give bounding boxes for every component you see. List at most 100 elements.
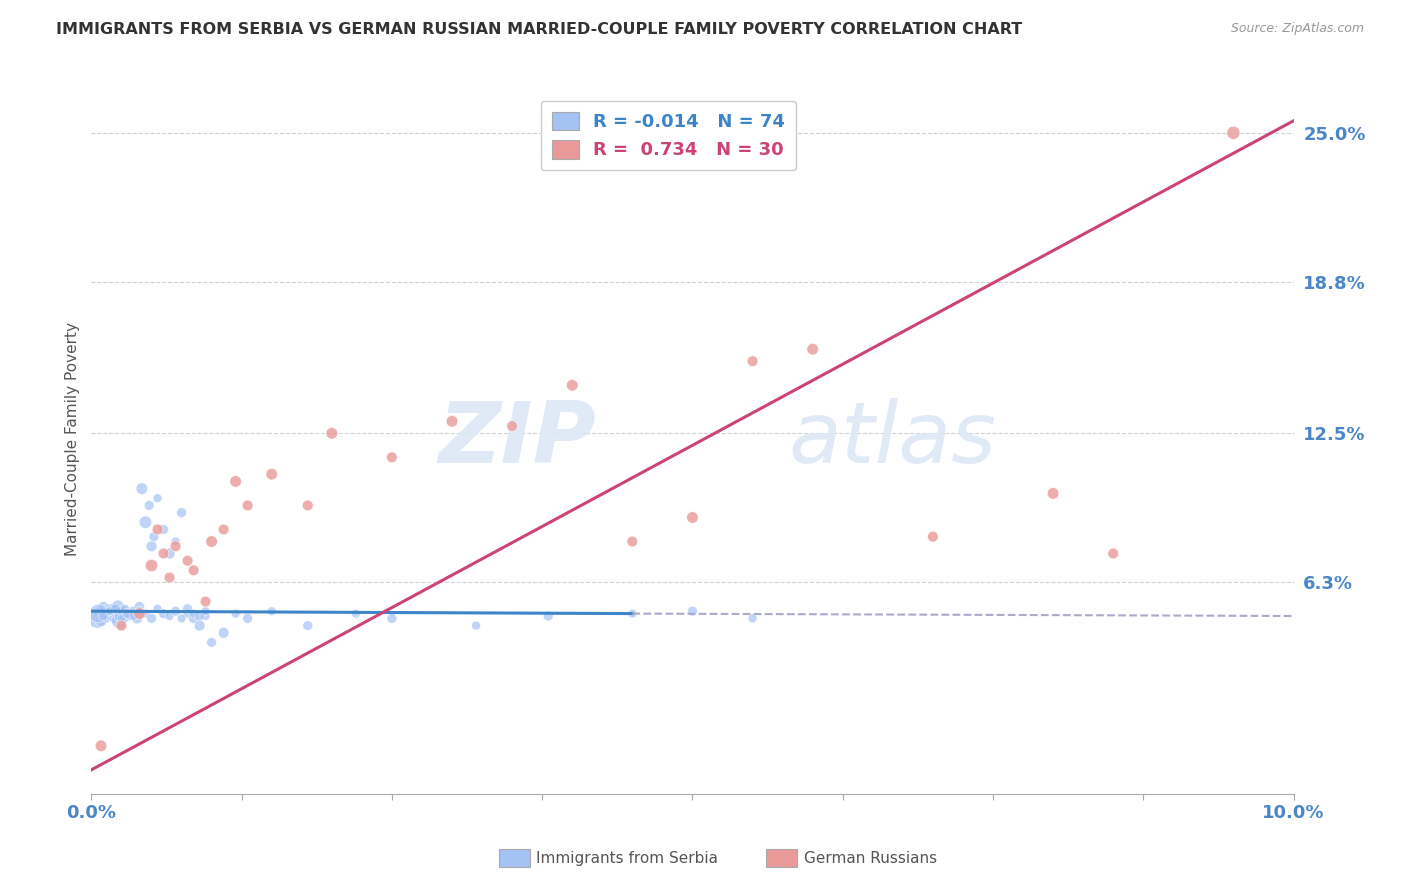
Point — [159, 609, 181, 624]
Point — [138, 499, 160, 513]
Point — [110, 609, 132, 624]
Point — [128, 599, 150, 614]
Point — [170, 611, 193, 625]
Point — [188, 609, 211, 624]
Point — [146, 523, 169, 537]
Point — [212, 625, 235, 640]
Point — [537, 609, 560, 624]
Point — [131, 482, 153, 496]
Point — [465, 618, 488, 632]
Point — [159, 547, 181, 561]
Point — [141, 558, 163, 573]
Point — [87, 607, 110, 621]
Point — [104, 601, 127, 615]
Point — [107, 599, 129, 614]
Point — [97, 601, 120, 615]
Point — [183, 607, 205, 621]
Text: Immigrants from Serbia: Immigrants from Serbia — [536, 851, 717, 865]
Point — [104, 604, 127, 618]
Text: German Russians: German Russians — [804, 851, 938, 865]
Y-axis label: Married-Couple Family Poverty: Married-Couple Family Poverty — [65, 322, 80, 557]
Point — [1042, 486, 1064, 500]
Point — [176, 607, 198, 621]
Point — [176, 601, 198, 615]
Point — [103, 611, 125, 625]
Point — [112, 611, 135, 625]
Point — [194, 609, 217, 624]
Point — [93, 609, 115, 624]
Point — [101, 601, 124, 615]
Point — [194, 594, 217, 608]
Point — [122, 604, 145, 618]
Point — [621, 534, 644, 549]
Point — [90, 739, 112, 753]
Point — [225, 475, 247, 489]
Point — [212, 523, 235, 537]
Point — [117, 607, 139, 621]
Point — [125, 611, 148, 625]
Point — [152, 607, 174, 621]
Point — [141, 611, 163, 625]
Point — [110, 618, 132, 632]
Point — [236, 611, 259, 625]
Point — [194, 604, 217, 618]
Point — [117, 607, 139, 621]
Text: IMMIGRANTS FROM SERBIA VS GERMAN RUSSIAN MARRIED-COUPLE FAMILY POVERTY CORRELATI: IMMIGRANTS FROM SERBIA VS GERMAN RUSSIAN… — [56, 22, 1022, 37]
Point — [381, 611, 404, 625]
Point — [134, 607, 156, 621]
Point — [90, 614, 112, 628]
Point — [128, 607, 150, 621]
Point — [201, 635, 224, 649]
Point — [114, 601, 136, 615]
Point — [110, 611, 132, 625]
Legend: R = -0.014   N = 74, R =  0.734   N = 30: R = -0.014 N = 74, R = 0.734 N = 30 — [541, 101, 796, 170]
Point — [165, 604, 187, 618]
Point — [922, 530, 945, 544]
Point — [681, 510, 703, 524]
Point — [176, 554, 198, 568]
Point — [105, 609, 128, 624]
Point — [201, 534, 224, 549]
Point — [152, 523, 174, 537]
Point — [91, 604, 114, 618]
Point — [801, 342, 824, 356]
Point — [93, 599, 115, 614]
Point — [236, 499, 259, 513]
Point — [110, 607, 132, 621]
Point — [122, 609, 145, 624]
Point — [741, 354, 763, 368]
Point — [297, 618, 319, 632]
Point — [96, 611, 118, 625]
Point — [321, 426, 343, 441]
Point — [152, 547, 174, 561]
Text: Source: ZipAtlas.com: Source: ZipAtlas.com — [1230, 22, 1364, 36]
Point — [98, 604, 121, 618]
Point — [260, 604, 283, 618]
Point — [681, 604, 703, 618]
Point — [165, 534, 187, 549]
Point — [165, 539, 187, 553]
Point — [741, 611, 763, 625]
Point — [93, 609, 115, 624]
Point — [225, 607, 247, 621]
Point — [101, 607, 124, 621]
Point — [441, 414, 464, 428]
Point — [501, 419, 523, 434]
Point — [146, 491, 169, 506]
Point — [170, 506, 193, 520]
Point — [142, 530, 165, 544]
Point — [1222, 126, 1244, 140]
Point — [146, 601, 169, 615]
Point — [108, 614, 131, 628]
Point — [621, 607, 644, 621]
Point — [111, 604, 134, 618]
Point — [159, 570, 181, 584]
Text: ZIP: ZIP — [439, 398, 596, 481]
Point — [118, 609, 141, 624]
Point — [183, 563, 205, 577]
Point — [100, 609, 122, 624]
Point — [98, 604, 121, 618]
Point — [183, 611, 205, 625]
Point — [89, 607, 111, 621]
Point — [141, 539, 163, 553]
